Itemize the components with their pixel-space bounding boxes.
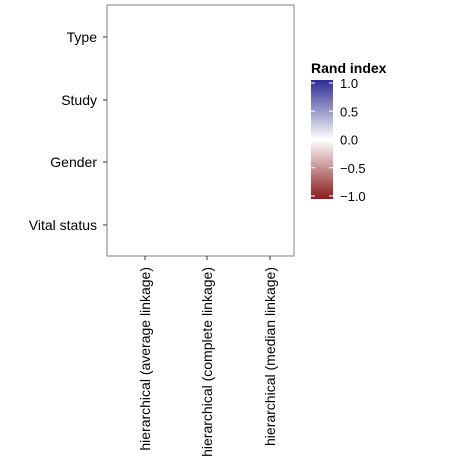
legend: Rand index 1.0 0.5 0.0 −0.5 −1.0: [311, 60, 387, 204]
legend-tick-label: 1.0: [340, 76, 358, 91]
row-label: Gender: [50, 154, 97, 170]
legend-tick-label: 0.0: [340, 133, 358, 148]
column-label: hierarchical (average linkage): [137, 267, 153, 451]
column-label: hierarchical (complete linkage): [199, 267, 215, 457]
legend-ticks: 1.0 0.5 0.0 −0.5 −1.0: [311, 76, 366, 204]
row-label: Study: [61, 92, 97, 108]
row-label: Type: [67, 29, 98, 45]
row-labels: Type Study Gender Vital status: [29, 29, 98, 233]
legend-tick-label: −1.0: [340, 189, 366, 204]
row-label: Vital status: [29, 217, 97, 233]
column-label: hierarchical (median linkage): [262, 267, 278, 446]
legend-tick-label: 0.5: [340, 104, 358, 119]
plot-panel: [106, 4, 295, 257]
legend-colorbar: [311, 80, 333, 199]
column-labels: hierarchical (average linkage) hierarchic…: [137, 267, 278, 457]
column-ticks: [144, 256, 271, 260]
legend-tick-label: −0.5: [340, 161, 366, 176]
legend-title: Rand index: [311, 60, 387, 76]
row-ticks: [103, 36, 107, 226]
